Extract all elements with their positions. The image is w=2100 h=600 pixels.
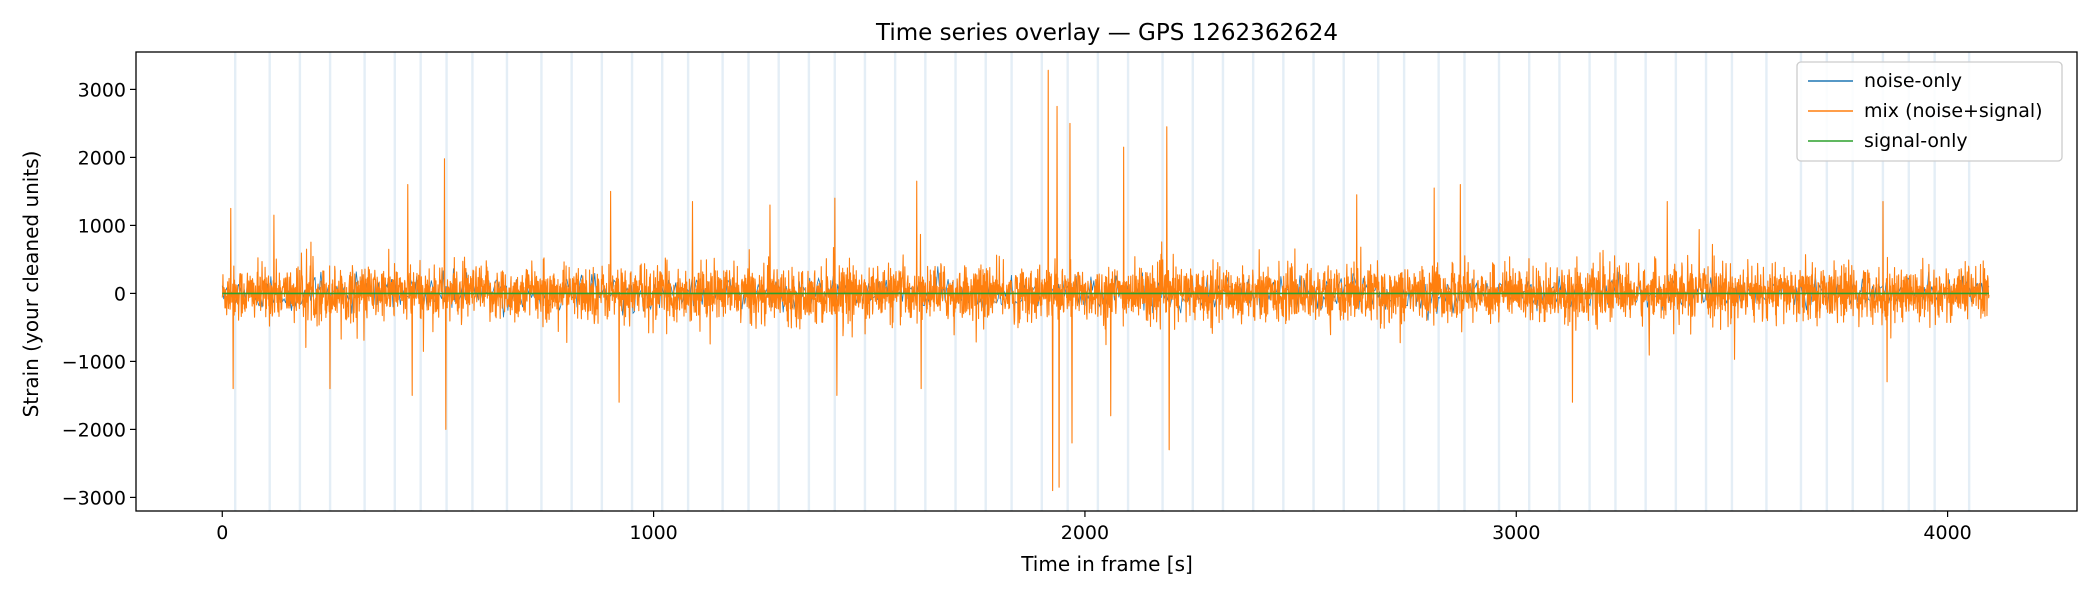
shaded-band: [445, 52, 448, 511]
shaded-band: [1933, 52, 1936, 511]
shaded-band: [570, 52, 573, 511]
y-tick-label: 1000: [78, 215, 126, 237]
shaded-band: [954, 52, 957, 511]
shaded-band: [505, 52, 509, 511]
x-axis-label: Time in frame [s]: [1020, 552, 1193, 576]
legend-box: [1796, 61, 2063, 162]
legend-label-mix: mix (noise+signal): [1864, 100, 2043, 122]
x-tick-label: 0: [216, 522, 228, 544]
x-tick-label: 1000: [629, 522, 677, 544]
shaded-band: [807, 52, 811, 511]
shaded-band: [1402, 52, 1406, 511]
legend-label-noise-only: noise-only: [1864, 70, 1962, 92]
shaded-band: [1907, 52, 1910, 511]
shaded-band: [1312, 52, 1315, 511]
shaded-band: [721, 52, 724, 511]
x-tick-label: 4000: [1923, 522, 1971, 544]
x-tick-label: 3000: [1492, 522, 1540, 544]
shaded-band: [1765, 52, 1768, 511]
x-tick-label: 2000: [1061, 522, 1109, 544]
shaded-band: [1851, 52, 1854, 511]
shaded-band: [1799, 52, 1803, 511]
series-layer: [221, 69, 1990, 492]
y-tick-label: 0: [114, 283, 126, 305]
shaded-band: [1825, 52, 1829, 511]
series-line-mix: [221, 69, 1990, 492]
shaded-band: [268, 52, 271, 511]
y-tick-label: −3000: [62, 487, 126, 509]
y-axis-label: Strain (your cleaned units): [19, 151, 43, 418]
x-axis: 0 1000 2000 3000 4000: [216, 511, 1972, 544]
y-axis: −3000 −2000 −1000 0 1000 2000 3000: [62, 79, 136, 509]
y-tick-label: 2000: [78, 147, 126, 169]
chart-title: Time series overlay — GPS 1262362624: [875, 20, 1338, 46]
shaded-band: [1497, 52, 1501, 511]
plot-area-frame: [135, 51, 2078, 512]
legend: noise-only mix (noise+signal) signal-onl…: [1796, 61, 2063, 162]
y-tick-label: 3000: [78, 79, 126, 101]
y-tick-label: −1000: [62, 351, 126, 373]
legend-label-signal-only: signal-only: [1864, 130, 1968, 152]
shaded-band: [924, 52, 927, 511]
y-tick-label: −2000: [62, 419, 126, 441]
shaded-band: [1644, 52, 1647, 511]
shaded-band: [234, 52, 237, 511]
shaded-band: [1342, 52, 1345, 511]
shaded-band: [630, 52, 634, 511]
shaded-band: [686, 52, 690, 511]
